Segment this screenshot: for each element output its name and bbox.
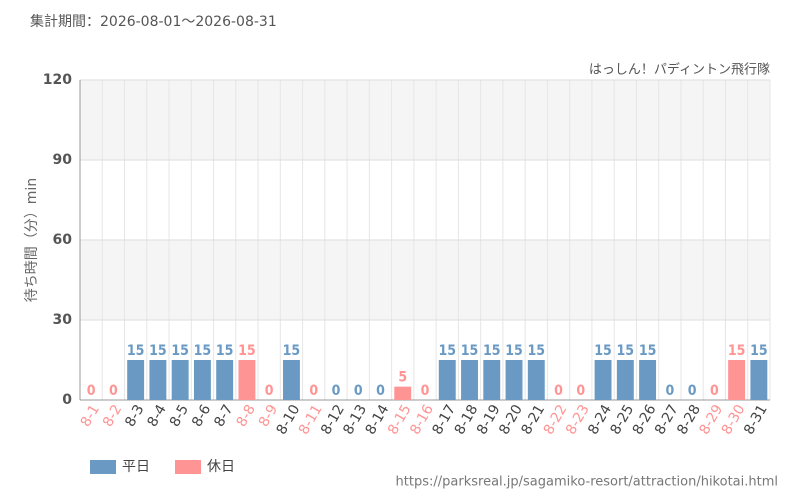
bar xyxy=(750,360,768,400)
value-label: 15 xyxy=(216,343,234,359)
bar xyxy=(238,360,256,400)
x-tick-label: 8-6 xyxy=(189,402,214,430)
bar xyxy=(438,360,456,400)
legend-swatch xyxy=(175,460,201,474)
value-label: 0 xyxy=(710,383,719,399)
value-label: 15 xyxy=(505,343,523,359)
legend-label: 平日 xyxy=(122,459,150,475)
value-label: 15 xyxy=(639,343,657,359)
grid-band xyxy=(80,240,770,320)
bar xyxy=(149,360,167,400)
bar xyxy=(394,386,412,400)
y-tick-label: 60 xyxy=(53,232,73,248)
chart-title: 集計期間：2026-08-01～2026-08-31 xyxy=(30,13,277,30)
y-tick-label: 30 xyxy=(53,312,73,328)
source-url: https://parksreal.jp/sagamiko-resort/att… xyxy=(396,475,778,490)
value-label: 0 xyxy=(376,383,385,399)
value-label: 15 xyxy=(194,343,212,359)
grid-band xyxy=(80,80,770,160)
x-tick-label: 8-2 xyxy=(100,402,125,430)
value-label: 15 xyxy=(483,343,501,359)
value-label: 0 xyxy=(665,383,674,399)
value-label: 0 xyxy=(265,383,274,399)
bar xyxy=(216,360,234,400)
bar xyxy=(282,360,300,400)
y-tick-label: 120 xyxy=(43,72,72,88)
x-tick-label: 8-5 xyxy=(167,402,192,430)
bar xyxy=(728,360,746,400)
bar xyxy=(461,360,478,400)
x-tick-label: 8-3 xyxy=(122,402,147,430)
x-tick-label: 8-7 xyxy=(211,402,236,430)
value-label: 0 xyxy=(87,383,96,399)
bar xyxy=(171,360,189,400)
value-label: 15 xyxy=(149,343,167,359)
x-tick-label: 8-31 xyxy=(741,402,771,438)
value-label: 0 xyxy=(576,383,585,399)
x-tick-label: 8-8 xyxy=(234,402,259,430)
bar xyxy=(616,360,634,400)
legend-swatch xyxy=(90,460,116,474)
value-label: 0 xyxy=(354,383,363,399)
bar xyxy=(639,360,657,400)
chart-subtitle: はっしん！パディントン飛行隊 xyxy=(589,62,770,78)
x-tick-label: 8-4 xyxy=(145,402,170,430)
bar xyxy=(527,360,545,400)
x-tick-label: 8-1 xyxy=(78,402,103,430)
value-label: 15 xyxy=(438,343,456,359)
y-tick-label: 0 xyxy=(62,392,72,408)
value-label: 15 xyxy=(750,343,768,359)
value-label: 15 xyxy=(238,343,256,359)
value-label: 0 xyxy=(688,383,697,399)
value-label: 15 xyxy=(728,343,746,359)
y-tick-label: 90 xyxy=(53,152,73,168)
value-label: 15 xyxy=(594,343,612,359)
value-label: 15 xyxy=(461,343,479,359)
value-label: 0 xyxy=(421,383,430,399)
legend-label: 休日 xyxy=(207,459,235,475)
value-label: 15 xyxy=(617,343,635,359)
value-label: 5 xyxy=(398,370,407,386)
value-label: 15 xyxy=(283,343,301,359)
bar xyxy=(505,360,523,400)
y-axis-label: 待ち時間（分）min xyxy=(24,178,40,302)
bar xyxy=(193,360,211,400)
value-label: 15 xyxy=(127,343,145,359)
value-label: 15 xyxy=(171,343,189,359)
value-label: 0 xyxy=(332,383,341,399)
value-label: 0 xyxy=(109,383,118,399)
bar xyxy=(127,360,145,400)
bar xyxy=(594,360,612,400)
value-label: 0 xyxy=(309,383,318,399)
value-label: 15 xyxy=(528,343,546,359)
bar xyxy=(483,360,501,400)
value-label: 0 xyxy=(554,383,563,399)
